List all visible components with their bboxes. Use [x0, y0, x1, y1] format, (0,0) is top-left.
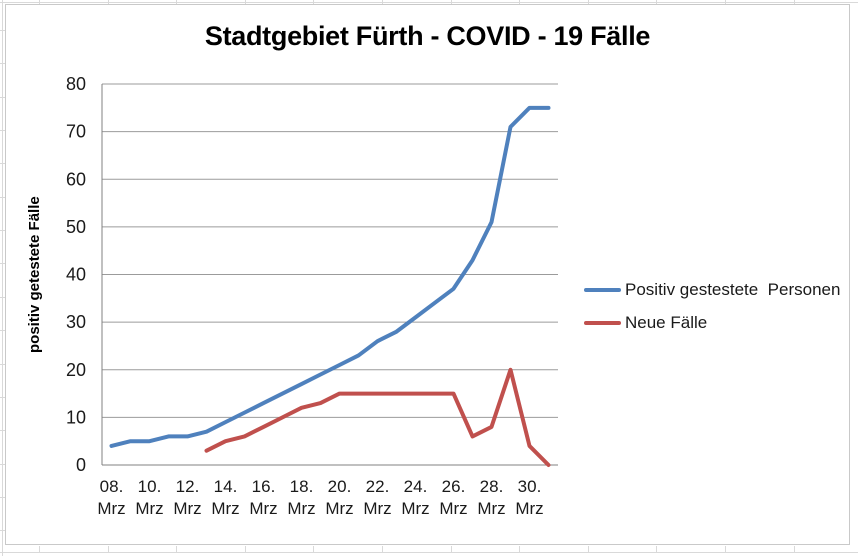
legend-entry-positiv-getestete: Positiv gestestete Personen	[584, 280, 841, 299]
sheet-column-tick-top	[39, 0, 40, 4]
svg-text:08.: 08.	[100, 477, 124, 496]
series-line-2	[204, 367, 551, 467]
sheet-row-tick	[0, 97, 5, 98]
sheet-row-tick	[0, 464, 5, 465]
svg-text:10.: 10.	[138, 477, 162, 496]
legend-entry-neue-faelle: Neue Fälle	[584, 313, 840, 332]
svg-text:0: 0	[76, 455, 86, 475]
sheet-column-tick-top	[451, 0, 452, 4]
sheet-column-tick-top	[382, 0, 383, 4]
sheet-column-tick	[451, 546, 452, 553]
sheet-row-tick	[0, 364, 5, 365]
svg-text:26.: 26.	[442, 477, 466, 496]
sheet-column-tick-top	[108, 0, 109, 4]
sheet-row-tick	[0, 163, 5, 164]
svg-text:Mrz: Mrz	[401, 499, 429, 518]
sheet-row-tick	[0, 330, 5, 331]
svg-text:12.: 12.	[176, 477, 200, 496]
svg-text:Mrz: Mrz	[439, 499, 467, 518]
sheet-column-tick-top	[588, 0, 589, 4]
svg-text:28.: 28.	[480, 477, 504, 496]
svg-text:30.: 30.	[518, 477, 542, 496]
sheet-row-tick	[0, 130, 5, 131]
svg-text:50: 50	[66, 217, 86, 237]
sheet-row-tick	[0, 497, 5, 498]
svg-text:14.: 14.	[214, 477, 238, 496]
sheet-row-tick	[0, 30, 5, 31]
sheet-row-tick	[0, 230, 5, 231]
svg-text:Mrz: Mrz	[515, 499, 543, 518]
sheet-column-tick	[176, 546, 177, 553]
svg-text:Mrz: Mrz	[135, 499, 163, 518]
legend-label-positiv-getestete: Positiv gestestete Personen	[625, 280, 841, 299]
sheet-column-tick	[656, 546, 657, 553]
chart-area: Stadtgebiet Fürth - COVID - 19 Fälle pos…	[5, 4, 850, 545]
svg-text:40: 40	[66, 265, 86, 285]
svg-text:16.: 16.	[252, 477, 276, 496]
sheet-column-tick-top	[519, 0, 520, 4]
sheet-gridline-left	[2, 0, 3, 556]
svg-text:30: 30	[66, 312, 86, 332]
sheet-column-tick	[519, 546, 520, 553]
sheet-column-tick-top	[794, 0, 795, 4]
sheet-column-tick	[382, 546, 383, 553]
y-axis-tick-labels: 0 10 20 30 40 50 60 70 80	[66, 74, 86, 475]
svg-text:Mrz: Mrz	[249, 499, 277, 518]
svg-text:80: 80	[66, 74, 86, 94]
chart-title: Stadtgebiet Fürth - COVID - 19 Fälle	[204, 21, 651, 51]
sheet-column-tick-top	[176, 0, 177, 4]
sheet-gridline-top	[0, 2, 858, 3]
legend-line-sample-red	[584, 321, 621, 325]
svg-text:Mrz: Mrz	[97, 499, 125, 518]
legend-label-neue-faelle: Neue Fälle	[625, 313, 708, 332]
sheet-column-tick-top	[656, 0, 657, 4]
series-line-1	[109, 105, 551, 448]
svg-text:22.: 22.	[366, 477, 390, 496]
sheet-column-tick-top	[245, 0, 246, 4]
sheet-row-tick	[0, 430, 5, 431]
sheet-column-tick	[313, 546, 314, 553]
sheet-column-tick	[588, 546, 589, 553]
svg-text:Mrz: Mrz	[173, 499, 201, 518]
svg-text:10: 10	[66, 407, 86, 427]
svg-text:24.: 24.	[404, 477, 428, 496]
svg-text:Mrz: Mrz	[363, 499, 391, 518]
sheet-column-tick	[725, 546, 726, 553]
svg-text:Mrz: Mrz	[211, 499, 239, 518]
svg-text:Mrz: Mrz	[325, 499, 353, 518]
sheet-row-tick	[0, 263, 5, 264]
svg-text:20.: 20.	[328, 477, 352, 496]
sheet-row-tick	[0, 530, 5, 531]
sheet-row-tick	[0, 297, 5, 298]
svg-text:Mrz: Mrz	[477, 499, 505, 518]
sheet-column-tick	[108, 546, 109, 553]
svg-text:60: 60	[66, 169, 86, 189]
svg-text:18.: 18.	[290, 477, 314, 496]
gridlines	[102, 83, 558, 466]
plot-area: 0 10 20 30 40 50 60 70 80 08. Mrz 10. Mrz 12. Mrz 14. Mr…	[66, 74, 558, 518]
sheet-column-tick	[245, 546, 246, 553]
sheet-column-tick	[39, 546, 40, 553]
svg-text:Mrz: Mrz	[287, 499, 315, 518]
sheet-column-tick	[794, 546, 795, 553]
svg-text:20: 20	[66, 360, 86, 380]
sheet-column-tick-top	[725, 0, 726, 4]
sheet-row-tick	[0, 197, 5, 198]
legend: Positiv gestestete Personen Neue Fälle	[584, 280, 841, 332]
sheet-column-tick-top	[313, 0, 314, 4]
svg-text:70: 70	[66, 122, 86, 142]
sheet-row-tick	[0, 63, 5, 64]
sheet-row-tick	[0, 397, 5, 398]
sheet-gridline-bottom	[0, 552, 858, 553]
x-axis-tick-labels: 08. Mrz 10. Mrz 12. Mrz 14. Mrz 16. Mrz 18. Mrz 20. M…	[97, 477, 543, 518]
legend-line-sample-blue	[584, 288, 621, 292]
